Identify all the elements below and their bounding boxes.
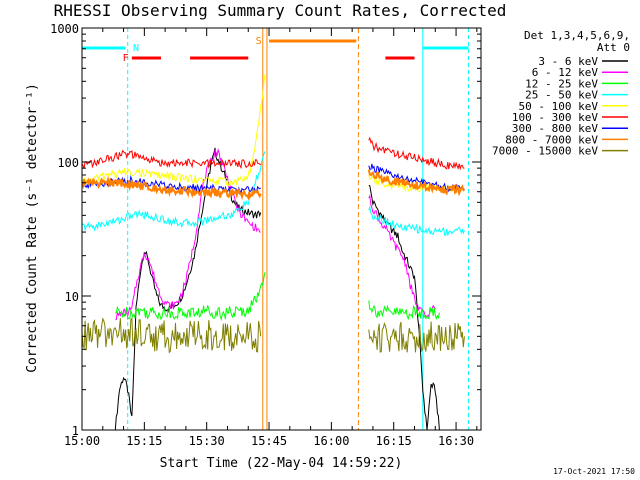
annotation-layer: NF S — [82, 28, 470, 430]
x-tick-label: 16:00 — [313, 434, 349, 448]
x-tick-label: 15:30 — [189, 434, 225, 448]
x-tick-label: 15:00 — [64, 434, 100, 448]
x-tick-label: 15:45 — [251, 434, 287, 448]
state-label: S — [256, 36, 262, 47]
legend-label: 25 - 50 keV — [525, 89, 598, 102]
state-label: F — [123, 53, 129, 64]
chart-title: RHESSI Observing Summary Count Rates, Co… — [54, 1, 507, 20]
series-line — [115, 272, 266, 322]
legend-label: 300 - 800 keV — [512, 122, 598, 135]
series-100-300-kev — [82, 136, 465, 171]
series-line — [368, 174, 465, 194]
legend-label: 6 - 12 keV — [532, 66, 599, 79]
legend-label: 12 - 25 keV — [525, 77, 598, 90]
series-line — [368, 136, 465, 171]
series-line — [368, 205, 465, 236]
series-7000-15000-kev — [82, 316, 465, 354]
series-line — [368, 194, 436, 319]
series-line — [82, 149, 262, 170]
series-25-50-kev — [82, 151, 465, 236]
y-tick-label: 100 — [57, 156, 79, 170]
series-line — [368, 300, 440, 321]
series-800-7000-kev — [82, 169, 466, 201]
legend-header-line-2: Att 0 — [597, 41, 630, 54]
series-3-6-kev — [114, 147, 440, 430]
legend-label: 7000 - 15000 keV — [492, 145, 598, 158]
series-line — [82, 74, 266, 187]
x-tick-label: 16:15 — [376, 434, 412, 448]
y-tick-label: 1000 — [50, 22, 79, 36]
series-line — [368, 184, 440, 430]
legend-label: 3 - 6 keV — [538, 55, 598, 68]
x-tick-label: 15:15 — [126, 434, 162, 448]
series-12-25-kev — [115, 272, 440, 322]
plot-frame — [81, 27, 482, 431]
legend-label: 50 - 100 keV — [519, 100, 599, 113]
series-line — [115, 147, 261, 321]
x-axis-label: Start Time (22-May-04 14:59:22) — [160, 456, 403, 471]
series-line — [114, 147, 262, 430]
y-tick-label: 1 — [72, 424, 79, 438]
series-layer — [82, 74, 466, 430]
series-50-100-kev — [82, 74, 465, 194]
state-label: N — [133, 43, 139, 54]
series-line — [82, 316, 262, 354]
y-tick-label: 10 — [65, 290, 79, 304]
legend-label: 800 - 7000 keV — [505, 133, 598, 146]
x-tick-label: 16:30 — [438, 434, 474, 448]
legend-header-line-1: Det 1,3,4,5,6,9, — [524, 29, 630, 42]
legend-label: 100 - 300 keV — [512, 111, 598, 124]
footer-timestamp: 17-Oct-2021 17:50 — [553, 467, 635, 476]
axis-layer: 15:00 15:15 15:30 15:45 16:00 16:15 16:30 1 10 10… — [50, 22, 481, 448]
series-line — [368, 321, 465, 353]
series-line — [82, 151, 266, 232]
y-axis-label: Corrected Count Rate (s⁻¹ detector⁻¹) — [25, 83, 40, 373]
series-line — [367, 169, 466, 197]
series-6-12-kev — [115, 147, 436, 321]
series-line — [82, 175, 262, 201]
series-line — [82, 174, 261, 195]
